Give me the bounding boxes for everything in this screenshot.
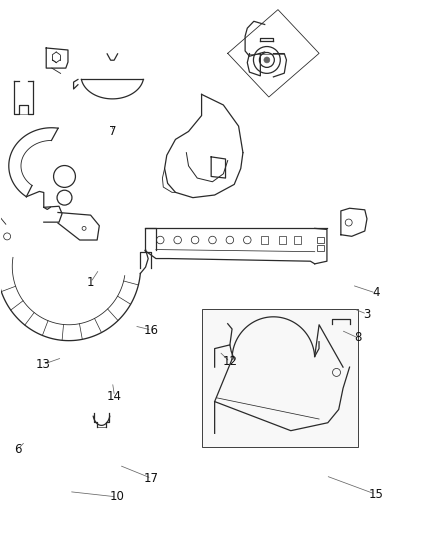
Circle shape [264, 57, 270, 63]
Text: 10: 10 [110, 490, 124, 503]
Text: 3: 3 [363, 308, 371, 321]
Text: 16: 16 [144, 324, 159, 336]
Text: 7: 7 [109, 125, 116, 138]
Text: 6: 6 [14, 443, 21, 456]
Bar [279, 236, 286, 244]
Bar [317, 245, 324, 251]
Text: 4: 4 [372, 286, 379, 300]
Text: 15: 15 [368, 488, 383, 500]
Text: 12: 12 [223, 356, 237, 368]
Bar [317, 237, 324, 243]
Text: 8: 8 [355, 332, 362, 344]
Text: 17: 17 [144, 472, 159, 485]
Bar [261, 236, 268, 244]
Text: 13: 13 [35, 358, 50, 371]
Text: 1: 1 [87, 276, 94, 289]
Bar [294, 236, 301, 244]
Bar [201, 309, 358, 447]
Text: 14: 14 [107, 390, 122, 403]
